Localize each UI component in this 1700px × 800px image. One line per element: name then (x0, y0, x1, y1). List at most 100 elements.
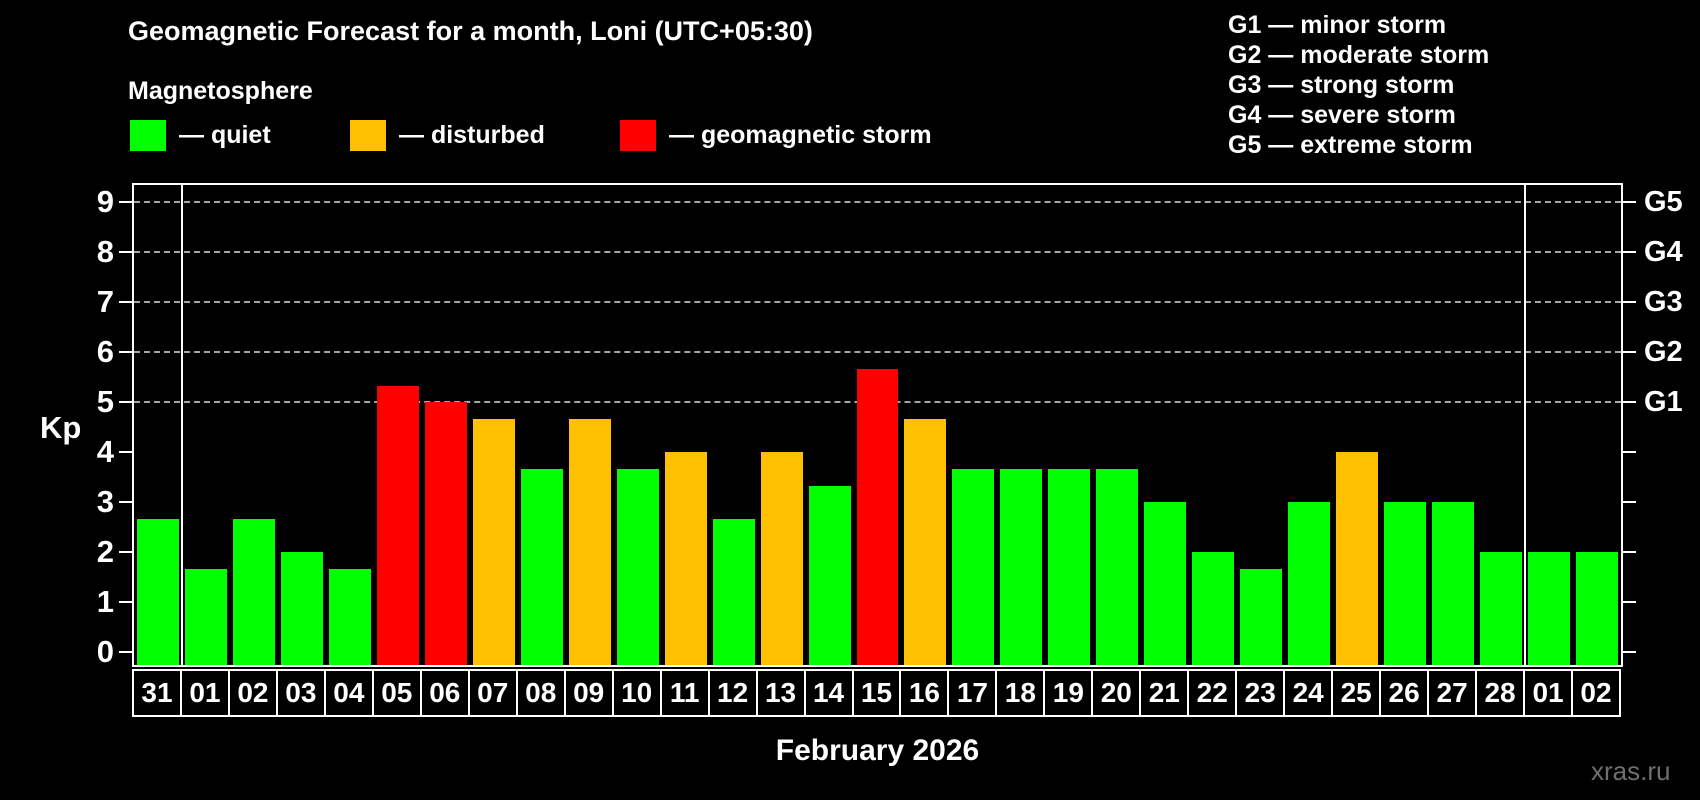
y-tick-right (1623, 201, 1636, 203)
kp-bar-11 (664, 452, 707, 665)
kp-bar-27 (1432, 502, 1475, 665)
y-tick-left (119, 401, 132, 403)
day-cell-31: 31 (132, 669, 182, 717)
plot-area (132, 183, 1623, 667)
kp-bar-01 (184, 568, 227, 665)
kp-bar-17 (952, 468, 995, 665)
kp-bar-26 (1384, 502, 1427, 665)
y-tick-label: 0 (96, 634, 114, 669)
y-tick-label: 4 (96, 434, 114, 469)
kp-bar-20 (1096, 468, 1139, 665)
day-cell-13: 13 (755, 669, 806, 717)
y-tick-left (119, 501, 132, 503)
y-tick-label: 8 (96, 234, 114, 269)
kp-bar-16 (904, 418, 947, 665)
gridline-kp6 (134, 351, 1621, 353)
day-cell-08: 08 (515, 669, 566, 717)
day-cell-19: 19 (1043, 669, 1094, 717)
g-scale-legend-line: G5 — extreme storm (1228, 131, 1473, 159)
day-cell-23: 23 (1235, 669, 1286, 717)
day-cell-24: 24 (1283, 669, 1334, 717)
g-scale-legend: G1 — minor storm G2 — moderate storm G3 — … (1228, 10, 1489, 160)
legend-item-disturbed: — disturbed (350, 120, 545, 151)
y-tick-left (119, 601, 132, 603)
kp-bar-28 (1480, 552, 1523, 665)
day-cell-15: 15 (851, 669, 902, 717)
day-cell-10: 10 (611, 669, 662, 717)
kp-bar-02 (232, 518, 275, 665)
y-tick-left (119, 251, 132, 253)
day-cell-07: 07 (467, 669, 518, 717)
y-tick-label: 2 (96, 534, 114, 569)
kp-bar-24 (1288, 502, 1331, 665)
day-cell-02: 02 (1571, 669, 1621, 717)
chart-subtitle: Magnetosphere (128, 77, 313, 105)
g-scale-legend-line: G1 — minor storm (1228, 11, 1447, 39)
legend-item-storm: — geomagnetic storm (620, 120, 932, 151)
gridline-kp7 (134, 301, 1621, 303)
y-tick-right (1623, 651, 1636, 653)
kp-bar-25 (1336, 452, 1379, 665)
y-tick-right (1623, 601, 1636, 603)
day-cell-03: 03 (275, 669, 326, 717)
y-tick-right (1623, 251, 1636, 253)
legend-label-quiet: — quiet (179, 121, 271, 149)
kp-bar-15 (856, 368, 899, 665)
y-tick-label: 1 (96, 584, 114, 619)
gridline-kp8 (134, 251, 1621, 253)
day-cell-17: 17 (947, 669, 998, 717)
kp-bar-01 (1528, 552, 1571, 665)
day-cell-20: 20 (1091, 669, 1142, 717)
gridline-kp9 (134, 201, 1621, 203)
y-tick-right (1623, 501, 1636, 503)
y-tick-left (119, 201, 132, 203)
kp-bar-10 (616, 468, 659, 665)
day-cell-05: 05 (371, 669, 422, 717)
day-cell-16: 16 (899, 669, 950, 717)
day-cell-12: 12 (707, 669, 758, 717)
month-separator (1524, 185, 1527, 665)
disturbed-swatch-icon (350, 120, 386, 151)
kp-bar-31 (137, 518, 179, 665)
g-axis-label-g4: G4 (1644, 236, 1683, 268)
g-axis-label-g3: G3 (1644, 286, 1683, 318)
day-cell-01: 01 (1523, 669, 1574, 717)
month-label: February 2026 (775, 734, 980, 767)
y-tick-right (1623, 451, 1636, 453)
y-tick-label: 7 (96, 284, 114, 319)
day-cell-21: 21 (1139, 669, 1190, 717)
g-axis-label-g5: G5 (1644, 186, 1683, 218)
y-tick-left (119, 351, 132, 353)
day-cell-27: 27 (1427, 669, 1478, 717)
y-tick-label: 5 (96, 384, 114, 419)
kp-bar-09 (568, 418, 611, 665)
y-tick-right (1623, 351, 1636, 353)
y-tick-right (1623, 551, 1636, 553)
month-separator (180, 185, 183, 665)
kp-bar-12 (712, 518, 755, 665)
day-label-row: 31 01 02 03 04 05 06 07 08 09 10 11 12 13 14 15 16 17 18 19… (132, 669, 1623, 717)
day-cell-01: 01 (179, 669, 230, 717)
kp-bar-21 (1144, 502, 1187, 665)
g-axis-label-g2: G2 (1644, 336, 1683, 368)
chart-title: Geomagnetic Forecast for a month, Loni (… (128, 16, 813, 46)
day-cell-11: 11 (659, 669, 710, 717)
quiet-swatch-icon (130, 120, 166, 151)
y-tick-label: 9 (96, 184, 114, 219)
legend-item-quiet: — quiet (130, 120, 271, 151)
y-tick-left (119, 551, 132, 553)
y-tick-right (1623, 301, 1636, 303)
kp-bar-22 (1192, 552, 1235, 665)
day-cell-09: 09 (563, 669, 614, 717)
kp-bar-02 (1576, 552, 1618, 665)
storm-swatch-icon (620, 120, 656, 151)
kp-bar-04 (328, 568, 371, 665)
y-tick-left (119, 451, 132, 453)
day-cell-25: 25 (1331, 669, 1382, 717)
kp-bar-03 (280, 552, 323, 665)
g-axis-label-g1: G1 (1644, 386, 1683, 418)
day-cell-06: 06 (419, 669, 470, 717)
legend-label-disturbed: — disturbed (399, 121, 545, 149)
kp-bar-18 (1000, 468, 1043, 665)
kp-bar-08 (520, 468, 563, 665)
